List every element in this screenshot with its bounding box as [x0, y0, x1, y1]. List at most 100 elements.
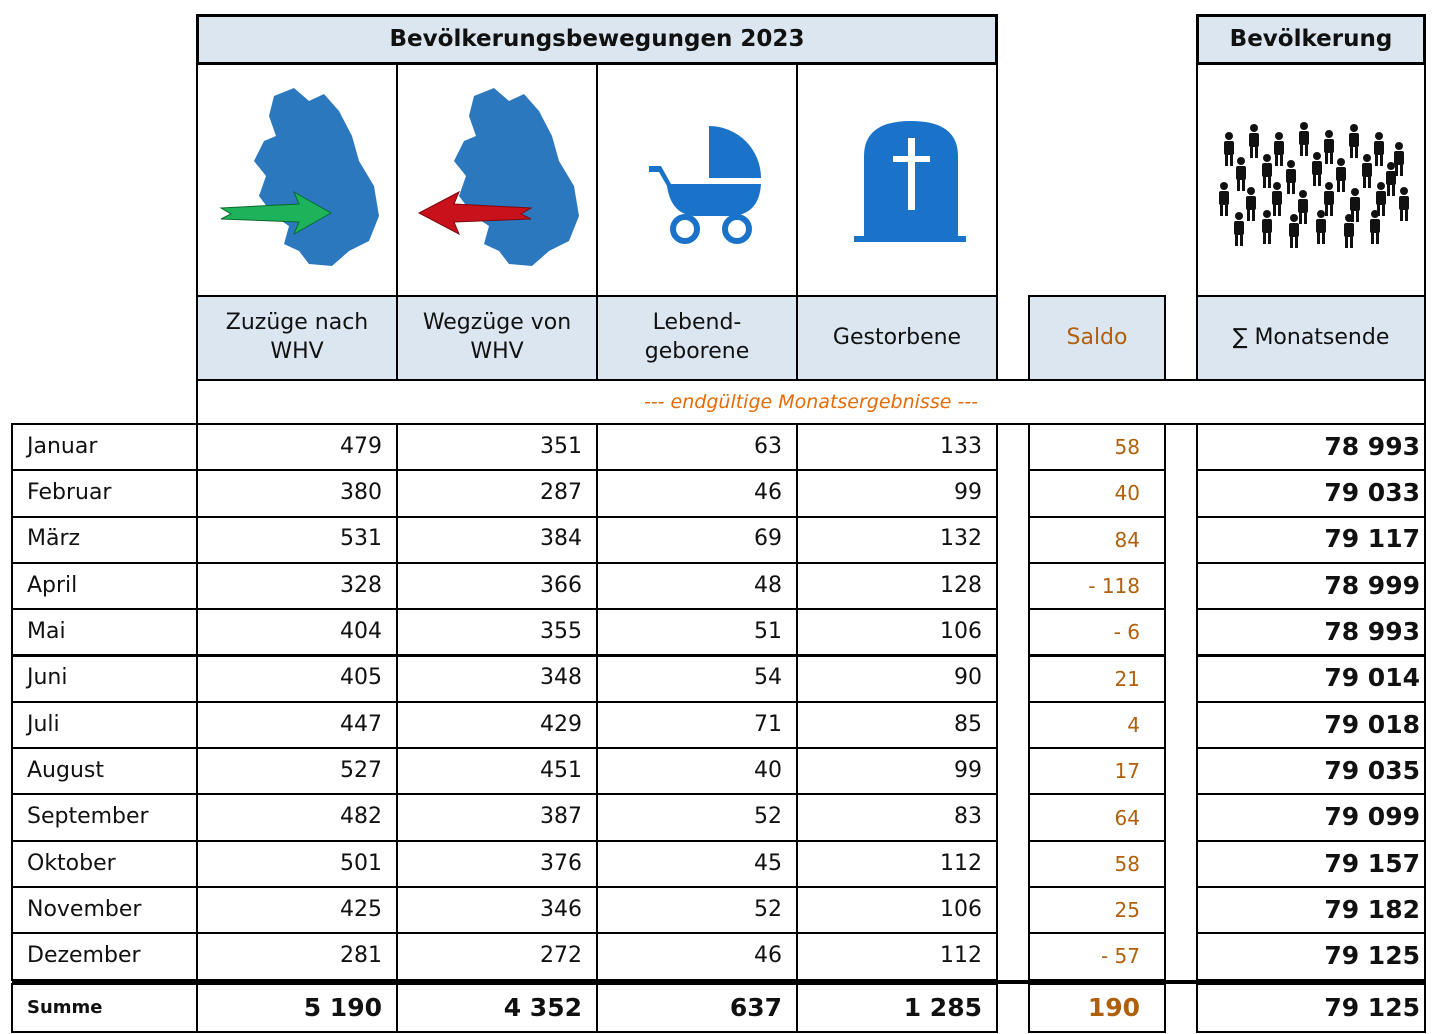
table-cell: 99	[796, 747, 998, 796]
icon-cell	[396, 63, 598, 297]
table-cell: 85	[796, 700, 998, 750]
row-label: März	[11, 515, 198, 564]
table-cell: 79 018	[1196, 700, 1426, 750]
icon-cell	[796, 63, 998, 297]
table-cell: 45	[596, 839, 798, 888]
migration-icons	[219, 88, 579, 266]
table-cell: 376	[396, 839, 598, 888]
table-cell: 355	[396, 608, 598, 657]
table-cell: 404	[196, 608, 398, 657]
row-label: September	[11, 793, 198, 842]
table-cell: 346	[396, 886, 598, 935]
column-header: ∑ Monatsende	[1196, 295, 1426, 381]
table-cell: 99	[796, 469, 998, 518]
table-cell: 287	[396, 469, 598, 518]
table-cell: 79 099	[1196, 793, 1426, 842]
table-cell: 380	[196, 469, 398, 518]
table-cell: 79 182	[1196, 886, 1426, 935]
table-cell: 40	[1028, 469, 1166, 518]
table-cell: - 118	[1028, 561, 1166, 611]
row-label: Januar	[11, 423, 198, 472]
table-cell: 79 014	[1196, 654, 1426, 703]
table-cell: 451	[396, 747, 598, 796]
table-cell: 4 352	[396, 983, 598, 1033]
table-cell: - 57	[1028, 932, 1166, 981]
table-cell: 21	[1028, 654, 1166, 703]
table-cell: 58	[1028, 839, 1166, 888]
row-label: November	[11, 886, 198, 935]
table-cell: 79 125	[1196, 932, 1426, 981]
table-title: Bevölkerungsbewegungen 2023	[196, 14, 998, 65]
table-cell: 52	[596, 793, 798, 842]
table-cell: 64	[1028, 793, 1166, 842]
table-cell: 447	[196, 700, 398, 750]
column-header: Gestorbene	[796, 295, 998, 381]
table-cell: 54	[596, 654, 798, 703]
table-cell: 479	[196, 423, 398, 472]
table-cell: 482	[196, 793, 398, 842]
table-cell: 78 993	[1196, 608, 1426, 657]
table-cell: 366	[396, 561, 598, 611]
row-label: Februar	[11, 469, 198, 518]
table-cell: 132	[796, 515, 998, 564]
table-cell: - 6	[1028, 608, 1166, 657]
table-cell: 348	[396, 654, 598, 703]
table-cell: 128	[796, 561, 998, 611]
table-cell: 5 190	[196, 983, 398, 1033]
table-cell: 46	[596, 469, 798, 518]
table-cell: 79 033	[1196, 469, 1426, 518]
table-cell: 106	[796, 886, 998, 935]
table-cell: 46	[596, 932, 798, 981]
table-cell: 351	[396, 423, 598, 472]
table-cell: 58	[1028, 423, 1166, 472]
table-cell: 190	[1028, 983, 1166, 1033]
table-cell: 71	[596, 700, 798, 750]
population-title: Bevölkerung	[1196, 14, 1426, 65]
table-cell: 48	[596, 561, 798, 611]
table-cell: 78 999	[1196, 561, 1426, 611]
icon-cell	[196, 63, 398, 297]
table-cell: 527	[196, 747, 398, 796]
row-label: Mai	[11, 608, 198, 657]
column-header: Wegzüge von WHV	[396, 295, 598, 381]
birth-death-icons	[649, 121, 966, 244]
table-cell: 52	[596, 886, 798, 935]
table-cell: 79 125	[1196, 983, 1426, 1033]
table-cell: 51	[596, 608, 798, 657]
table-cell: 501	[196, 839, 398, 888]
table-cell: 281	[196, 932, 398, 981]
row-label: August	[11, 747, 198, 796]
note: --- endgültige Monatsergebnisse ---	[196, 379, 1426, 425]
table-cell: 133	[796, 423, 998, 472]
table-cell: 112	[796, 932, 998, 981]
table-cell: 79 117	[1196, 515, 1426, 564]
table-cell: 17	[1028, 747, 1166, 796]
table-cell: 328	[196, 561, 398, 611]
table-cell: 405	[196, 654, 398, 703]
table-cell: 429	[396, 700, 598, 750]
table-cell: 112	[796, 839, 998, 888]
table-cell: 387	[396, 793, 598, 842]
table-cell: 79 035	[1196, 747, 1426, 796]
total-separator	[12, 980, 1426, 984]
table-cell: 272	[396, 932, 598, 981]
row-label: Juli	[11, 700, 198, 750]
table-cell: 79 157	[1196, 839, 1426, 888]
row-label: Dezember	[11, 932, 198, 981]
column-header: Saldo	[1028, 295, 1166, 381]
row-label: Juni	[11, 654, 198, 703]
table-cell: 83	[796, 793, 998, 842]
table-cell: 78 993	[1196, 423, 1426, 472]
table-cell: 40	[596, 747, 798, 796]
icon-cell	[596, 63, 798, 297]
row-label: Summe	[11, 983, 198, 1033]
table-cell: 106	[796, 608, 998, 657]
table-cell: 25	[1028, 886, 1166, 935]
table-cell: 531	[196, 515, 398, 564]
table-cell: 69	[596, 515, 798, 564]
table-cell: 63	[596, 423, 798, 472]
table-cell: 637	[596, 983, 798, 1033]
column-header: Zuzüge nach WHV	[196, 295, 398, 381]
row-label: April	[11, 561, 198, 611]
